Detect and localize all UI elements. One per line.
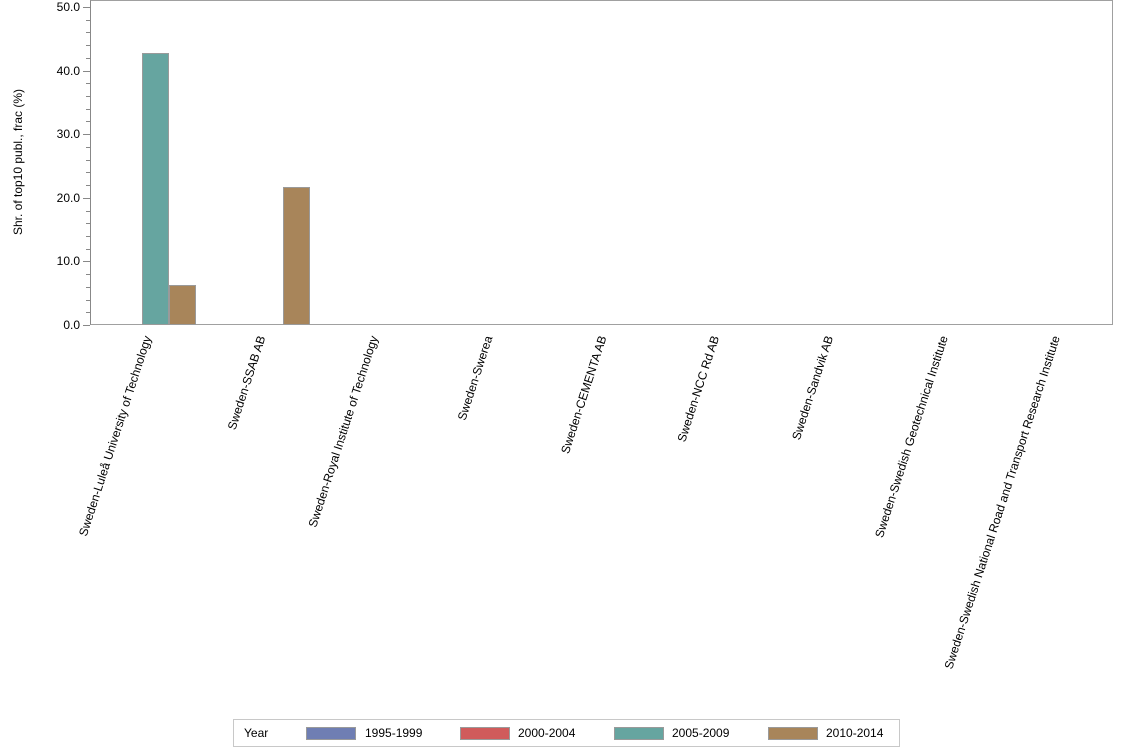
x-tick-label: Sweden-CEMENTA AB [558,334,609,455]
y-tick-label: 0.0 [40,318,80,332]
x-tick-label: Sweden-Swedish Geotechnical Institute [872,334,951,539]
legend: Year 1995-1999 2000-2004 2005-2009 2010-… [233,719,900,747]
bar [169,285,196,325]
legend-title: Year [244,726,268,740]
x-tick-label: Sweden-NCC Rd AB [675,334,723,444]
x-tick-label: Sweden-Swerea [455,334,496,422]
x-tick-label: Sweden-Luleå University of Technology [76,334,154,538]
y-tick-mark [83,71,90,72]
y-tick-mark [83,325,90,326]
y-tick-mark [83,198,90,199]
y-tick-label: 20.0 [40,191,80,205]
legend-label: 2000-2004 [518,726,575,740]
y-tick-mark [83,261,90,262]
legend-label: 1995-1999 [365,726,422,740]
x-tick-label: Sweden-Sandvik AB [789,334,836,442]
plot-area [90,0,1113,325]
legend-swatch-2000-2004 [460,727,510,740]
y-tick-label: 40.0 [40,64,80,78]
legend-label: 2010-2014 [826,726,883,740]
x-tick-label: Sweden-Royal Institute of Technology [306,334,381,529]
y-tick-label: 50.0 [40,0,80,14]
bar [142,53,169,325]
x-tick-label: Sweden-Swedish National Road and Transpo… [942,334,1063,671]
x-tick-label: Sweden-SSAB AB [225,334,269,432]
legend-label: 2005-2009 [672,726,729,740]
y-axis-label: Shr. of top10 publ., frac (%) [11,89,25,235]
legend-swatch-2010-2014 [768,727,818,740]
bar [283,187,310,325]
legend-swatch-1995-1999 [306,727,356,740]
y-tick-mark [83,7,90,8]
y-tick-label: 30.0 [40,127,80,141]
y-tick-mark [83,134,90,135]
y-tick-label: 10.0 [40,254,80,268]
legend-swatch-2005-2009 [614,727,664,740]
